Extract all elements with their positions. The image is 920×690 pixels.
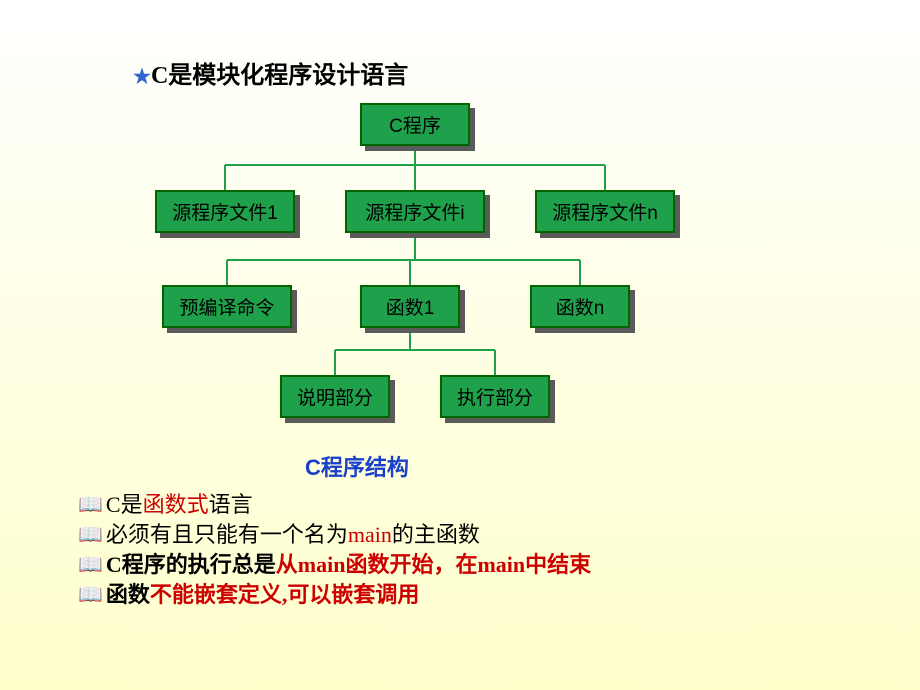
tree-node-label: 函数n [530, 285, 630, 328]
bullet-text: 函数 [106, 580, 150, 610]
tree-node-fnn: 函数n [530, 285, 630, 328]
page-title: ★C是模块化程序设计语言 [133, 55, 408, 90]
tree-node-exec: 执行部分 [440, 375, 550, 418]
tree-node-root: C程序 [360, 103, 470, 146]
tree-node-label: C程序 [360, 103, 470, 146]
tree-node-srcn: 源程序文件n [535, 190, 675, 233]
bullet-text: C程序的执行总是 [106, 550, 276, 580]
book-icon: 📖 [78, 490, 103, 520]
tree-node-label: 函数1 [360, 285, 460, 328]
bullet-text: 必须有且只能有一个名为 [106, 520, 348, 550]
tree-node-fn1: 函数1 [360, 285, 460, 328]
tree-node-label: 源程序文件1 [155, 190, 295, 233]
tree-node-label: 源程序文件i [345, 190, 485, 233]
tree-node-srci: 源程序文件i [345, 190, 485, 233]
tree-node-label: 预编译命令 [162, 285, 292, 328]
title-text: C是模块化程序设计语言 [151, 63, 408, 89]
bullet-item: 📖必须有且只能有一个名为main的主函数 [78, 520, 591, 550]
bullet-item: 📖函数不能嵌套定义,可以嵌套调用 [78, 580, 591, 610]
bullet-text: 不能嵌套定义,可以嵌套调用 [150, 580, 420, 610]
tree-node-src1: 源程序文件1 [155, 190, 295, 233]
diagram-caption: C程序结构 [305, 450, 409, 482]
bullet-text: 函数式 [143, 490, 209, 520]
bullet-text: C是 [106, 490, 143, 520]
bullet-text: 的主函数 [392, 520, 480, 550]
tree-node-desc: 说明部分 [280, 375, 390, 418]
book-icon: 📖 [78, 580, 103, 610]
book-icon: 📖 [78, 520, 103, 550]
bullet-item: 📖C程序的执行总是从main函数开始，在main中结束 [78, 550, 591, 580]
tree-diagram: C程序源程序文件1 源程序文件i 源程序文件n 预编译命令 函数1 函数n 说明部分 执行部分 [150, 95, 710, 435]
book-icon: 📖 [78, 550, 103, 580]
bullet-text: 语言 [209, 490, 253, 520]
tree-node-label: 说明部分 [280, 375, 390, 418]
tree-node-label: 源程序文件n [535, 190, 675, 233]
bullet-text: 从main函数开始，在main中结束 [276, 550, 591, 580]
tree-node-label: 执行部分 [440, 375, 550, 418]
bullet-list: 📖C是函数式语言📖必须有且只能有一个名为main的主函数📖C程序的执行总是从ma… [78, 490, 591, 610]
bullet-text: main [348, 520, 392, 550]
bullet-item: 📖C是函数式语言 [78, 490, 591, 520]
tree-node-pre: 预编译命令 [162, 285, 292, 328]
star-icon: ★ [133, 66, 151, 88]
